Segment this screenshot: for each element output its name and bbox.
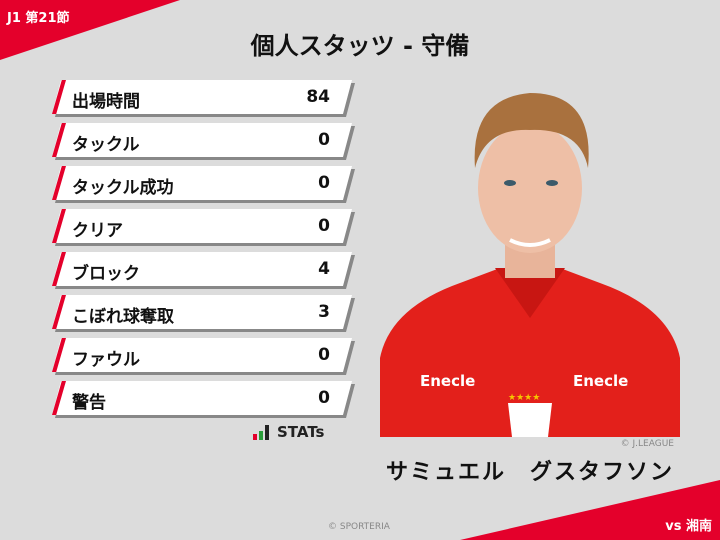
stats-logo: STATs xyxy=(253,425,324,440)
stat-row: タックル 0 xyxy=(52,123,355,160)
row-box xyxy=(52,209,352,243)
stat-row: こぼれ球奪取 3 xyxy=(52,295,355,332)
stat-value: 4 xyxy=(318,259,330,279)
stats-logo-text: STATs xyxy=(277,423,325,441)
stat-label: こぼれ球奪取 xyxy=(72,307,174,327)
stat-row: クリア 0 xyxy=(52,209,355,246)
stat-value: 0 xyxy=(318,388,330,408)
row-box xyxy=(52,80,352,114)
stat-row: タックル成功 0 xyxy=(52,166,355,203)
stat-label: 警告 xyxy=(72,393,106,413)
stat-value: 0 xyxy=(318,345,330,365)
stat-label: ファウル xyxy=(72,350,140,370)
row-box xyxy=(52,166,352,200)
row-box xyxy=(52,338,352,372)
stat-label: 出場時間 xyxy=(72,92,140,112)
player-name: サミュエル グスタフソン xyxy=(385,460,674,485)
row-box xyxy=(52,123,352,157)
shirt-sponsor-right: Enecle xyxy=(573,372,628,390)
player-photo: Enecle Enecle ★★★★ xyxy=(380,68,680,437)
row-box xyxy=(52,295,352,329)
row-box xyxy=(52,381,352,415)
page-title: 個人スタッツ - 守備 xyxy=(250,32,470,60)
stat-label: ブロック xyxy=(72,264,140,284)
stat-row: 出場時間 84 xyxy=(52,80,355,117)
svg-text:★★★★: ★★★★ xyxy=(508,393,540,403)
stat-value: 0 xyxy=(318,173,330,193)
row-box xyxy=(52,252,352,286)
stat-label: タックル成功 xyxy=(72,178,174,198)
stat-row: ファウル 0 xyxy=(52,338,355,375)
opponent-label: vs 湘南 xyxy=(665,519,712,534)
stat-row: 警告 0 xyxy=(52,381,355,418)
photo-credit: © J.LEAGUE xyxy=(620,439,674,449)
copyright: © SPORTERIA xyxy=(328,522,390,532)
stat-value: 84 xyxy=(306,87,330,107)
shirt-sponsor-left: Enecle xyxy=(420,372,475,390)
stat-label: クリア xyxy=(72,221,123,241)
stat-row: ブロック 4 xyxy=(52,252,355,289)
stat-value: 0 xyxy=(318,130,330,150)
stat-value: 0 xyxy=(318,216,330,236)
round-label: J1 第21節 xyxy=(7,11,70,26)
stat-label: タックル xyxy=(72,135,140,155)
stat-value: 3 xyxy=(318,302,330,322)
